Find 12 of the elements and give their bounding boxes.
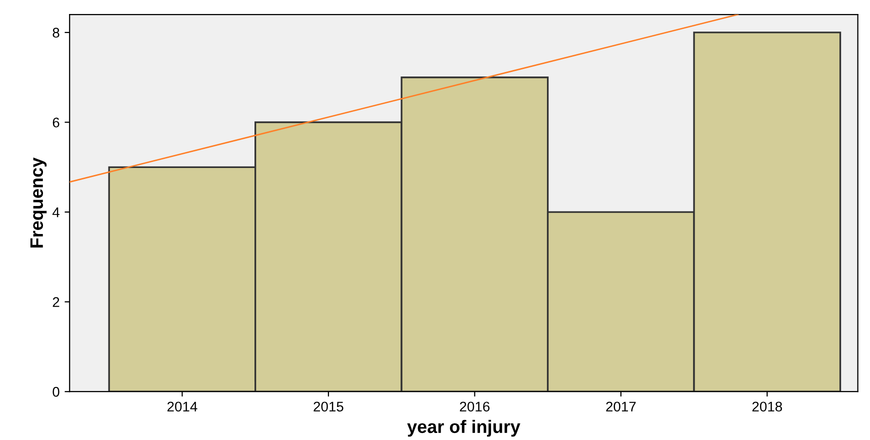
y-tick-label: 8 bbox=[52, 28, 60, 38]
y-tick-label: 2 bbox=[52, 297, 60, 307]
x-tick-label: 2016 bbox=[460, 402, 490, 412]
x-tick-label: 2015 bbox=[314, 402, 344, 412]
x-tick-label: 2017 bbox=[606, 402, 636, 412]
x-tick-label: 2014 bbox=[167, 402, 198, 412]
y-tick-label: 0 bbox=[52, 386, 60, 397]
y-tick-label: 6 bbox=[52, 118, 60, 128]
y-axis-title: Frequency bbox=[30, 158, 47, 248]
y-tick-label: 4 bbox=[52, 208, 60, 218]
x-axis-title: year of injury bbox=[407, 420, 520, 437]
x-tick-label: 2018 bbox=[752, 402, 782, 412]
